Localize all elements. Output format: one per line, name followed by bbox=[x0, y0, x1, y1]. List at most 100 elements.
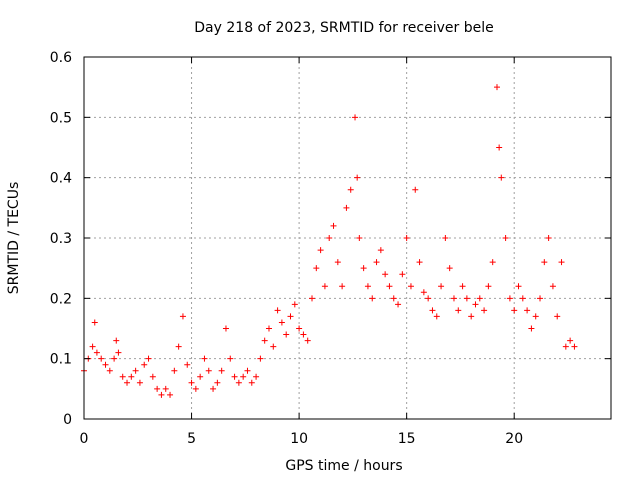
data-point bbox=[554, 313, 561, 320]
grid-lines bbox=[84, 57, 611, 419]
data-point bbox=[511, 307, 518, 314]
data-point bbox=[179, 313, 186, 320]
data-point bbox=[231, 373, 238, 380]
data-point bbox=[201, 355, 208, 362]
data-point bbox=[171, 367, 178, 374]
data-point bbox=[240, 373, 247, 380]
data-point bbox=[205, 367, 212, 374]
data-point bbox=[321, 283, 328, 290]
data-point bbox=[567, 337, 574, 344]
data-point bbox=[364, 283, 371, 290]
data-point bbox=[356, 235, 363, 241]
data-point bbox=[149, 373, 156, 380]
data-point bbox=[222, 325, 229, 332]
data-point bbox=[463, 295, 470, 302]
y-tick-labels: 0 0.1 0.2 0.3 0.4 0.5 0.6 bbox=[50, 50, 72, 428]
y-tick-label: 0.2 bbox=[50, 291, 72, 307]
data-point bbox=[425, 295, 432, 302]
data-point bbox=[93, 349, 100, 356]
data-point bbox=[154, 385, 161, 392]
x-tick-label: 15 bbox=[398, 431, 416, 447]
data-point bbox=[407, 283, 414, 290]
data-point bbox=[287, 313, 294, 320]
data-point bbox=[102, 361, 109, 368]
data-point bbox=[235, 379, 242, 386]
data-point bbox=[274, 307, 281, 314]
data-point bbox=[227, 355, 234, 362]
data-point bbox=[192, 385, 199, 392]
data-point bbox=[141, 361, 148, 368]
data-point bbox=[399, 271, 406, 278]
y-tick-label: 0.6 bbox=[50, 50, 72, 66]
data-point bbox=[124, 379, 131, 386]
data-point bbox=[244, 367, 251, 374]
data-point bbox=[506, 295, 513, 302]
data-point bbox=[309, 295, 316, 302]
data-point bbox=[334, 259, 341, 266]
data-point bbox=[386, 283, 393, 290]
data-point bbox=[438, 283, 445, 290]
data-point bbox=[343, 204, 350, 211]
data-point bbox=[339, 283, 346, 290]
data-point bbox=[395, 301, 402, 308]
data-point bbox=[210, 385, 217, 392]
data-point bbox=[248, 379, 255, 386]
data-point bbox=[291, 301, 298, 308]
data-point bbox=[214, 379, 221, 386]
data-point bbox=[455, 307, 462, 314]
data-point bbox=[502, 235, 509, 241]
data-point bbox=[528, 325, 535, 332]
data-point bbox=[253, 373, 260, 380]
data-point bbox=[390, 295, 397, 302]
data-point bbox=[412, 186, 419, 193]
data-point bbox=[113, 337, 120, 344]
data-point bbox=[489, 259, 496, 266]
x-tick-label: 20 bbox=[505, 431, 523, 447]
data-point bbox=[300, 331, 307, 338]
data-point bbox=[115, 349, 122, 356]
data-point bbox=[98, 355, 105, 362]
data-points bbox=[81, 84, 578, 398]
data-point bbox=[89, 343, 96, 350]
data-point bbox=[296, 325, 303, 332]
data-point bbox=[158, 391, 165, 398]
data-point bbox=[106, 367, 113, 374]
plot-frame bbox=[83, 56, 612, 420]
data-point bbox=[119, 373, 126, 380]
y-tick-label: 0.3 bbox=[50, 231, 72, 247]
data-point bbox=[270, 343, 277, 350]
data-point bbox=[347, 186, 354, 193]
data-point bbox=[136, 379, 143, 386]
data-point bbox=[493, 84, 500, 91]
data-point bbox=[373, 259, 380, 266]
data-point bbox=[257, 355, 264, 362]
data-point bbox=[265, 325, 272, 332]
data-point bbox=[145, 355, 152, 362]
data-point bbox=[317, 247, 324, 254]
data-point bbox=[278, 319, 285, 326]
data-point bbox=[416, 259, 423, 266]
data-point bbox=[524, 307, 531, 314]
data-point bbox=[429, 307, 436, 314]
data-point bbox=[403, 235, 410, 241]
data-point bbox=[442, 235, 449, 241]
data-point bbox=[562, 343, 569, 350]
data-point bbox=[450, 295, 457, 302]
data-point bbox=[128, 373, 135, 380]
data-point bbox=[175, 343, 182, 350]
data-point bbox=[476, 295, 483, 302]
data-point bbox=[197, 373, 204, 380]
x-tick-label: 10 bbox=[290, 431, 308, 447]
data-point bbox=[485, 283, 492, 290]
data-point bbox=[496, 144, 503, 151]
data-point bbox=[549, 283, 556, 290]
data-point bbox=[304, 337, 311, 344]
data-point bbox=[218, 367, 225, 374]
y-axis-label: SRMTID / TECUs bbox=[6, 182, 22, 295]
y-tick-label: 0.5 bbox=[50, 110, 72, 126]
data-point bbox=[313, 265, 320, 272]
data-point bbox=[382, 271, 389, 278]
data-point bbox=[468, 313, 475, 320]
data-point bbox=[515, 283, 522, 290]
